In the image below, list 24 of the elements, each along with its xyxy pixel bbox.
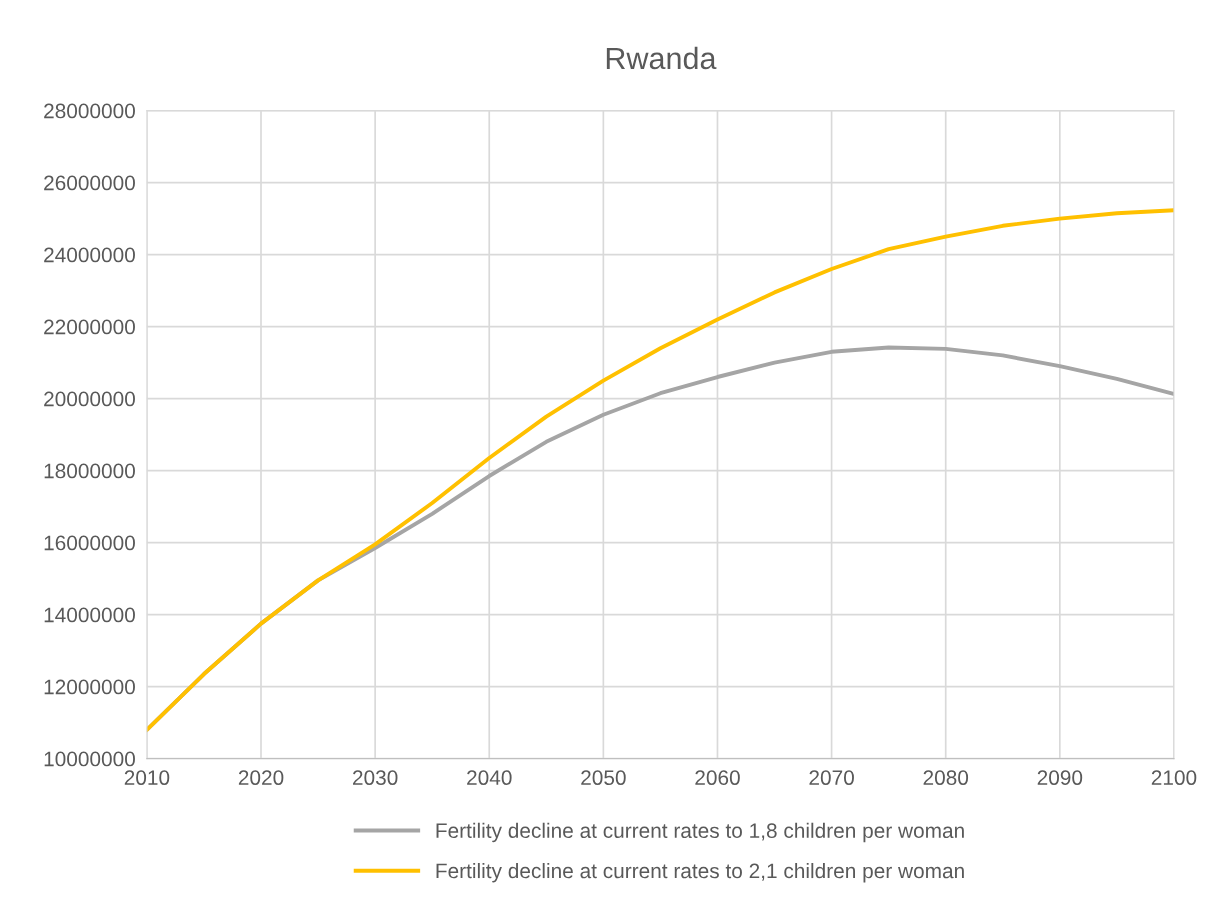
x-tick-label: 2020 (238, 770, 284, 786)
y-tick-label: 20000000 (44, 391, 135, 407)
x-tick-label: 2070 (809, 770, 854, 786)
x-tick-label: 2040 (467, 770, 512, 786)
x-tick-label: 2080 (923, 770, 969, 786)
chart-title: Rwanda (606, 46, 717, 70)
legend-label: Fertility decline at current rates to 1,8 children per woman (436, 822, 964, 843)
y-tick-label: 14000000 (44, 607, 135, 623)
x-tick-label: 2060 (695, 770, 740, 786)
y-tick-label: 18000000 (44, 463, 135, 479)
y-tick-label: 26000000 (44, 175, 135, 191)
x-tick-label: 2050 (581, 770, 626, 786)
y-tick-label: 10000000 (44, 751, 135, 767)
y-tick-label: 16000000 (44, 535, 135, 551)
x-tick-label: 2090 (1037, 770, 1083, 786)
x-tick-label: 2100 (1151, 770, 1197, 786)
x-tick-label: 2010 (124, 770, 170, 786)
x-tick-label: 2030 (353, 770, 398, 786)
y-tick-label: 24000000 (44, 247, 135, 263)
y-tick-label: 22000000 (44, 319, 135, 335)
line-series (146, 208, 1174, 732)
y-tick-label: 28000000 (44, 103, 135, 119)
y-tick-label: 12000000 (44, 679, 135, 695)
legend-label: Fertility decline at current rates to 2,1 children per woman (436, 862, 964, 883)
